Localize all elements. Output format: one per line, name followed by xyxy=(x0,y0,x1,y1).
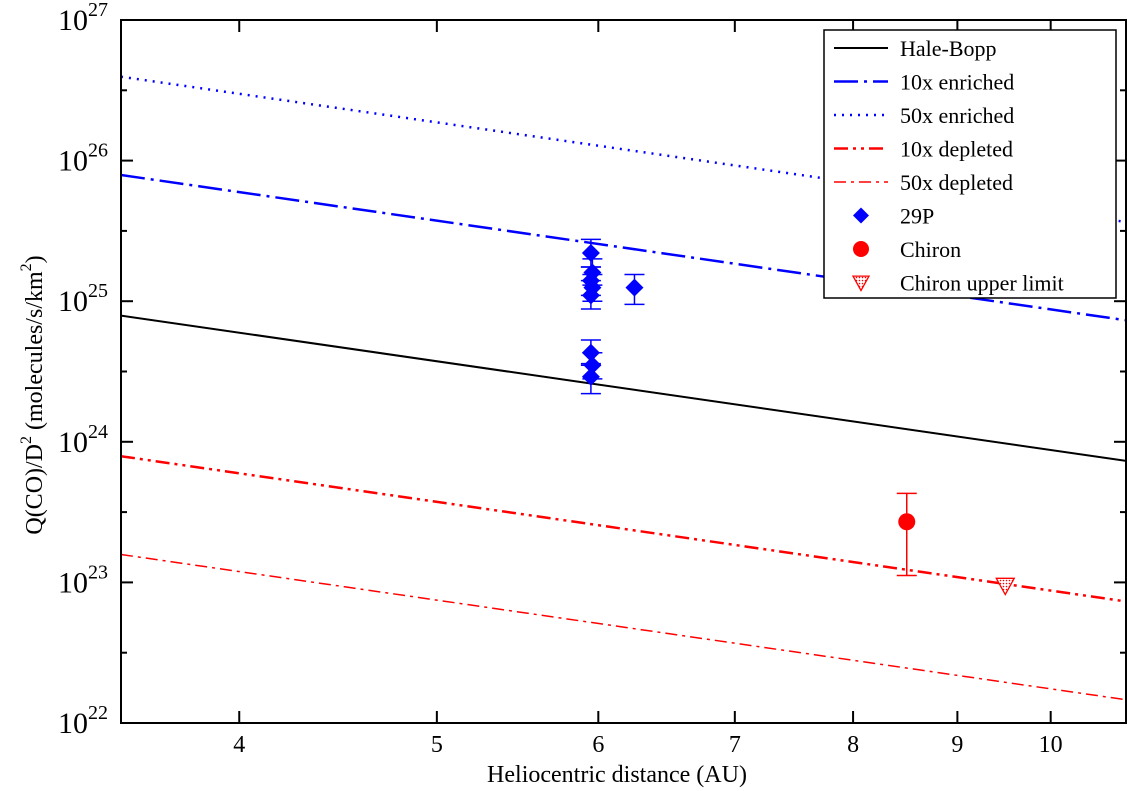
y-axis-label: Q(CO)/D2 (molecules/s/km2) xyxy=(18,255,48,534)
data-point xyxy=(625,278,644,297)
x-tick-label: 5 xyxy=(431,732,443,758)
x-tick-label: 10 xyxy=(1039,732,1063,758)
series-line xyxy=(121,314,1127,463)
y-tick-label: 1025 xyxy=(58,280,108,318)
legend-marker xyxy=(851,275,871,292)
series-line xyxy=(121,173,1127,322)
data-point xyxy=(898,513,916,531)
legend: Hale-Bopp 10x enriched 50x enriched 10x dep… xyxy=(823,29,1117,299)
x-tick-label: 9 xyxy=(951,732,963,758)
series-4 xyxy=(121,553,1127,701)
legend-entry: 29P xyxy=(853,204,934,229)
data-point xyxy=(581,367,600,386)
legend-entry: 10x depleted xyxy=(834,137,1013,162)
series-line xyxy=(121,553,1127,701)
y-tick-label: 1023 xyxy=(58,561,108,599)
y-tick-label: 1027 xyxy=(58,0,108,37)
legend-entry: 50x enriched xyxy=(834,103,1014,128)
legend-label: Hale-Bopp xyxy=(900,36,997,61)
series-1 xyxy=(121,173,1127,322)
legend-entry: Chiron xyxy=(853,237,961,262)
data-point xyxy=(583,356,602,375)
legend-box xyxy=(823,29,1117,299)
y-tick-label: 1022 xyxy=(58,702,108,740)
series-line xyxy=(121,454,1127,603)
legend-label: Chiron xyxy=(900,237,961,262)
legend-entry: 10x enriched xyxy=(834,70,1014,95)
legend-label: 29P xyxy=(900,204,934,229)
data-point xyxy=(581,286,600,305)
x-tick-label: 6 xyxy=(592,732,604,758)
data-point xyxy=(995,577,1016,596)
axes-layer: 4 5 6 7 8 9 10 1022 1023 1024 1025 1026 1027 Heliocen… xyxy=(18,0,1127,788)
y-tick-label: 1026 xyxy=(58,140,108,178)
x-axis-label: Heliocentric distance (AU) xyxy=(487,762,747,788)
legend-entry: 50x depleted xyxy=(834,170,1013,195)
series-5 xyxy=(580,238,645,395)
y-tick-label: 1024 xyxy=(58,421,108,459)
x-tick-label: 8 xyxy=(847,732,859,758)
series-2 xyxy=(121,75,1127,224)
legend-entry: Chiron upper limit xyxy=(851,271,1064,296)
data-point xyxy=(581,244,600,263)
legend-label: 10x depleted xyxy=(900,137,1013,162)
legend-entry: Hale-Bopp xyxy=(834,36,997,61)
x-tick-label: 7 xyxy=(729,732,741,758)
series-0 xyxy=(121,314,1127,463)
series-6 xyxy=(896,492,917,577)
legend-label: 50x depleted xyxy=(900,170,1013,195)
legend-marker xyxy=(853,241,869,257)
legend-label: Chiron upper limit xyxy=(900,271,1064,296)
series-7 xyxy=(995,577,1016,596)
series-line xyxy=(121,75,1127,224)
x-tick-label: 4 xyxy=(233,732,245,758)
legend-marker xyxy=(853,207,869,224)
series-3 xyxy=(121,454,1127,603)
series-layer xyxy=(121,75,1127,701)
legend-label: 10x enriched xyxy=(900,70,1014,95)
legend-label: 50x enriched xyxy=(900,103,1014,128)
